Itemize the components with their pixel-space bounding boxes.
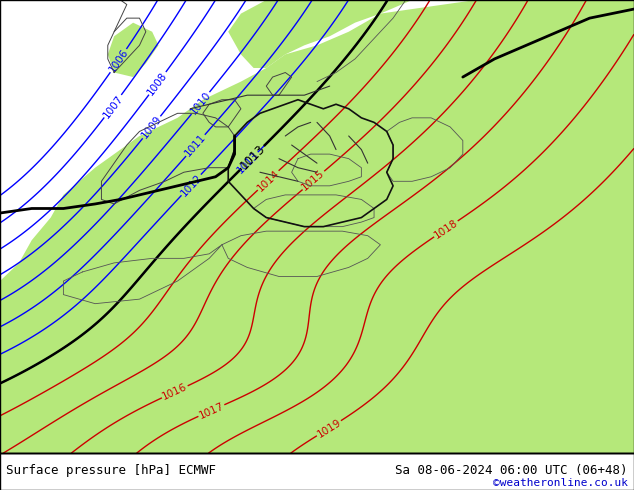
Text: 1013: 1013: [238, 142, 268, 172]
Text: 1016: 1016: [161, 382, 189, 402]
Text: 1008: 1008: [146, 70, 169, 97]
Text: 1013: 1013: [235, 149, 261, 175]
Text: 1018: 1018: [432, 218, 460, 241]
Text: Surface pressure [hPa] ECMWF: Surface pressure [hPa] ECMWF: [6, 465, 216, 477]
Text: 1009: 1009: [139, 114, 164, 141]
Text: 1019: 1019: [315, 417, 343, 440]
Text: 1014: 1014: [255, 168, 281, 193]
Text: 1011: 1011: [183, 132, 208, 159]
Text: 1017: 1017: [197, 400, 226, 420]
Polygon shape: [228, 0, 412, 68]
Text: ©weatheronline.co.uk: ©weatheronline.co.uk: [493, 478, 628, 488]
Text: 1006: 1006: [107, 47, 130, 74]
Text: 1007: 1007: [101, 93, 125, 120]
Text: 1012: 1012: [179, 172, 204, 198]
Text: 1015: 1015: [300, 168, 327, 193]
Polygon shape: [108, 23, 158, 77]
Polygon shape: [0, 0, 634, 453]
Text: Sa 08-06-2024 06:00 UTC (06+48): Sa 08-06-2024 06:00 UTC (06+48): [395, 465, 628, 477]
Text: 1010: 1010: [188, 90, 212, 117]
